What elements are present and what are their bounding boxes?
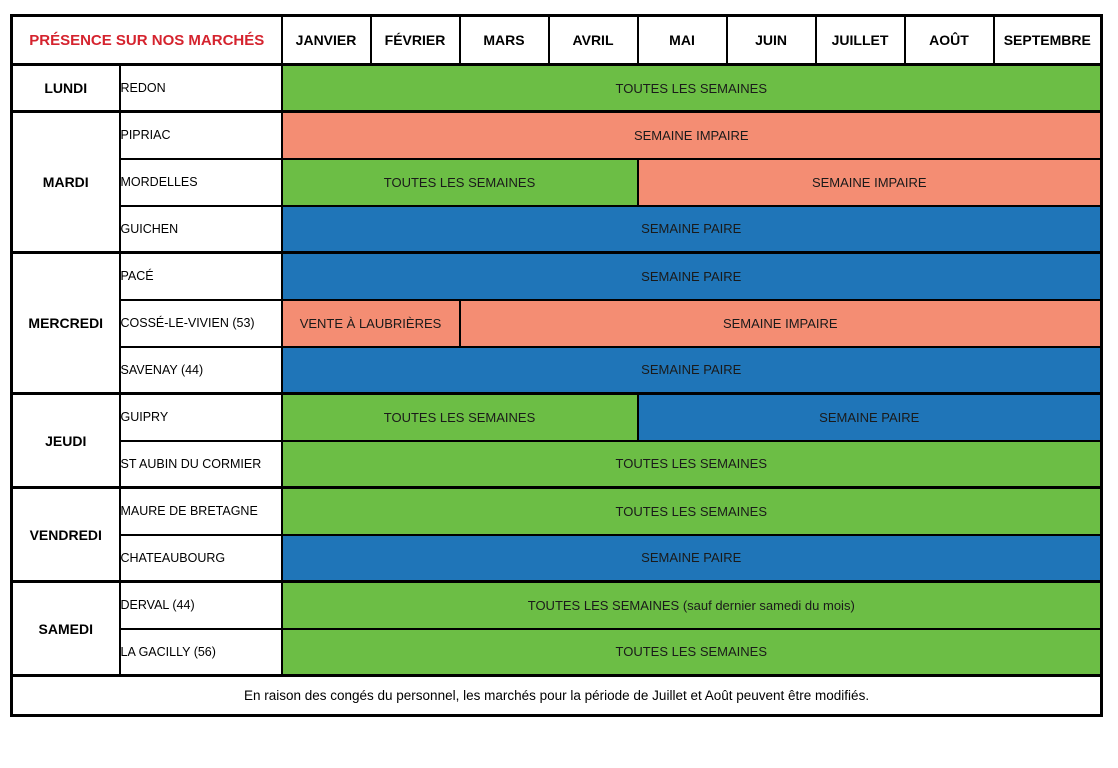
location-label: GUICHEN — [118, 204, 283, 254]
schedule-row: VENDREDI MAURE DE BRETAGNE TOUTES LES SEMA… — [10, 486, 1103, 583]
month-header-6: JUIN — [725, 14, 817, 66]
schedule-block-blue: SEMAINE PAIRE — [280, 204, 1103, 254]
location-label: LA GACILLY (56) — [118, 627, 283, 677]
schedule-block-salmon: SEMAINE IMPAIRE — [458, 298, 1103, 348]
schedule-row: SAVENAY (44) SEMAINE PAIRE — [12, 345, 1103, 395]
day-label-mercredi: MERCREDI — [10, 251, 121, 395]
schedule-block-blue: SEMAINE PAIRE — [280, 345, 1103, 395]
schedule-row: CHATEAUBOURG SEMAINE PAIRE — [12, 533, 1103, 583]
schedule-row: ST AUBIN DU CORMIER TOUTES LES SEMAINES — [12, 439, 1103, 489]
location-label: DERVAL (44) — [118, 580, 283, 630]
month-header-5: MAI — [636, 14, 728, 66]
month-header-8: AOÛT — [903, 14, 995, 66]
location-label: MORDELLES — [118, 157, 283, 207]
location-label: PACÉ — [118, 251, 283, 301]
schedule-row: SAMEDI DERVAL (44) TOUTES LES SEMAINES (sa… — [10, 580, 1103, 677]
schedule-block-salmon: VENTE À LAUBRIÈRES — [280, 298, 461, 348]
header-row: PRÉSENCE SUR NOS MARCHÉS JANVIER FÉVRIER M… — [10, 14, 1103, 66]
month-header-2: FÉVRIER — [369, 14, 461, 66]
day-label-lundi: LUNDI — [10, 63, 121, 113]
schedule-row: MARDI PIPRIAC SEMAINE IMPAIRE — [10, 110, 1103, 254]
table-title: PRÉSENCE SUR NOS MARCHÉS — [10, 14, 283, 66]
schedule-block-green: TOUTES LES SEMAINES — [280, 627, 1103, 677]
market-schedule: PRÉSENCE SUR NOS MARCHÉS JANVIER FÉVRIER M… — [10, 14, 1104, 717]
schedule-row: COSSÉ-LE-VIVIEN (53) VENTE À LAUBRIÈRES SE… — [12, 298, 1103, 348]
schedule-table: PRÉSENCE SUR NOS MARCHÉS JANVIER FÉVRIER M… — [10, 14, 1104, 717]
schedule-block-blue: SEMAINE PAIRE — [636, 392, 1103, 442]
month-header-3: MARS — [458, 14, 550, 66]
schedule-block-green: TOUTES LES SEMAINES — [280, 486, 1103, 536]
month-header-7: JUILLET — [814, 14, 906, 66]
schedule-block-blue: SEMAINE PAIRE — [280, 251, 1103, 301]
schedule-row: LA GACILLY (56) TOUTES LES SEMAINES — [12, 627, 1103, 677]
schedule-block-blue: SEMAINE PAIRE — [280, 533, 1103, 583]
day-label-mardi: MARDI — [10, 110, 121, 254]
schedule-row: MORDELLES TOUTES LES SEMAINES SEMAINE IMPA… — [12, 157, 1103, 207]
location-label: MAURE DE BRETAGNE — [118, 486, 283, 536]
schedule-block-salmon: SEMAINE IMPAIRE — [636, 157, 1103, 207]
location-label: CHATEAUBOURG — [118, 533, 283, 583]
month-header-4: AVRIL — [547, 14, 639, 66]
month-header-9: SEPTEMBRE — [992, 14, 1103, 66]
schedule-row: JEUDI GUIPRY TOUTES LES SEMAINES SEMAINE PA… — [10, 392, 1103, 489]
day-label-vendredi: VENDREDI — [10, 486, 121, 583]
location-label: COSSÉ-LE-VIVIEN (53) — [118, 298, 283, 348]
schedule-row: GUICHEN SEMAINE PAIRE — [12, 204, 1103, 254]
month-header-1: JANVIER — [280, 14, 372, 66]
location-label: ST AUBIN DU CORMIER — [118, 439, 283, 489]
schedule-block-green: TOUTES LES SEMAINES (sauf dernier samedi… — [280, 580, 1103, 630]
schedule-block-green: TOUTES LES SEMAINES — [280, 157, 639, 207]
schedule-row: MERCREDI PACÉ SEMAINE PAIRE — [10, 251, 1103, 395]
schedule-block-green: TOUTES LES SEMAINES — [280, 439, 1103, 489]
day-label-samedi: SAMEDI — [10, 580, 121, 677]
location-label: SAVENAY (44) — [118, 345, 283, 395]
footer-row: En raison des congés du personnel, les m… — [10, 674, 1103, 717]
location-label: PIPRIAC — [118, 110, 283, 160]
footer-note: En raison des congés du personnel, les m… — [10, 674, 1103, 717]
schedule-row: LUNDI REDON TOUTES LES SEMAINES — [10, 63, 1103, 113]
location-label: GUIPRY — [118, 392, 283, 442]
schedule-block-green: TOUTES LES SEMAINES — [280, 392, 639, 442]
day-label-jeudi: JEUDI — [10, 392, 121, 489]
schedule-block-salmon: SEMAINE IMPAIRE — [280, 110, 1103, 160]
schedule-block-green: TOUTES LES SEMAINES — [280, 63, 1103, 113]
location-label: REDON — [118, 63, 283, 113]
